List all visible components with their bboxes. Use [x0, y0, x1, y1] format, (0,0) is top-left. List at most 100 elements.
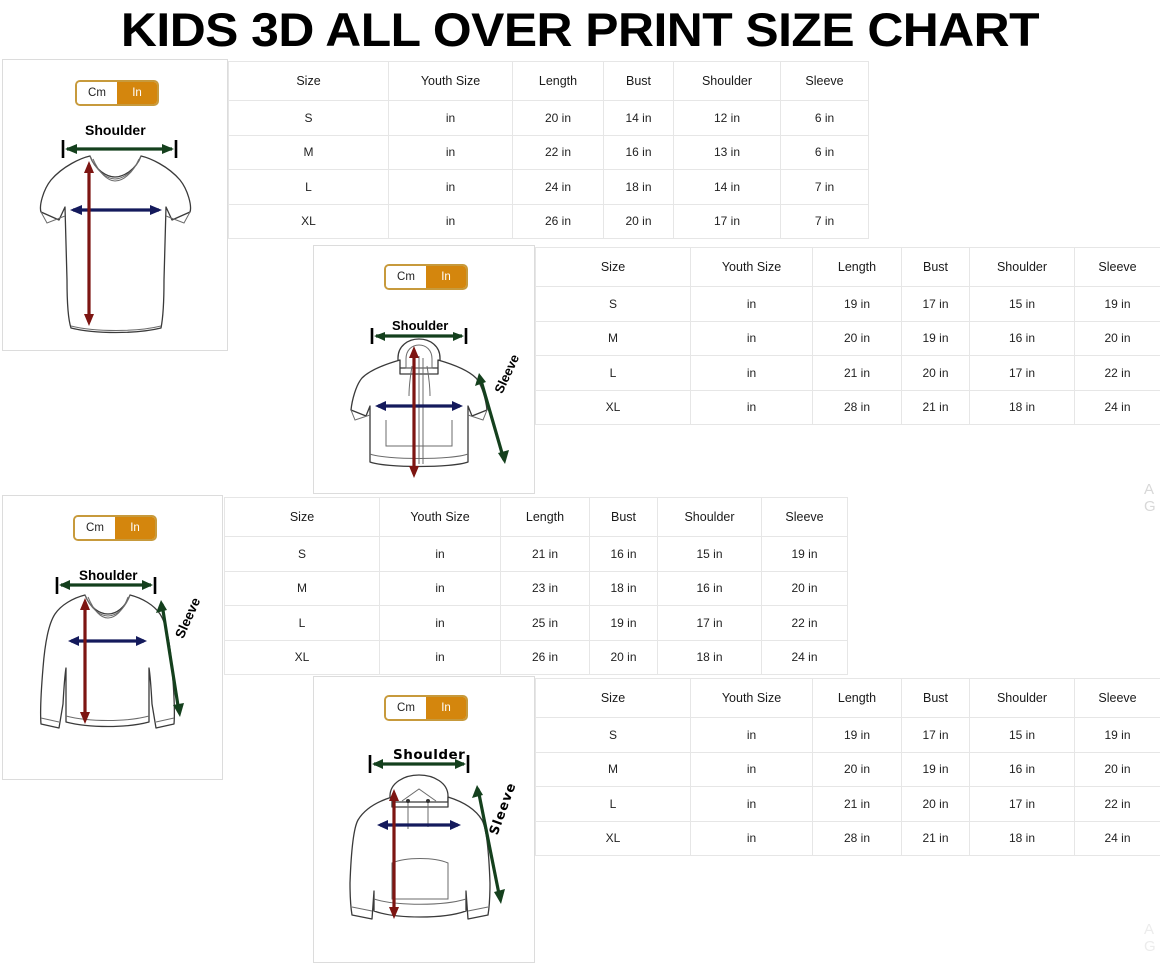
cell-youth-size: in	[379, 639, 501, 675]
column-header-youth-size: Youth Size	[379, 497, 501, 537]
cell-youth-size: in	[388, 100, 513, 136]
cell-bust: 20 in	[589, 639, 658, 675]
cell-shoulder: 16 in	[969, 751, 1075, 787]
cell-length: 22 in	[512, 134, 604, 170]
column-header-youth-size: Youth Size	[388, 61, 513, 101]
cell-sleeve: 22 in	[1074, 355, 1160, 391]
column-header-bust: Bust	[589, 497, 658, 537]
size-table-long-sleeve-shirt: Size Youth Size Length Bust Shoulder Sle…	[224, 497, 848, 675]
unit-toggle-pullover-hoodie[interactable]: Cm In	[384, 695, 468, 721]
shoulder-label: Shoulder	[392, 318, 449, 333]
cell-length: 19 in	[812, 286, 902, 322]
cell-length: 19 in	[812, 717, 902, 753]
cell-shoulder: 17 in	[969, 786, 1075, 822]
table-row: M in 20 in 19 in 16 in 20 in	[535, 751, 1160, 787]
cell-sleeve: 24 in	[1074, 820, 1160, 856]
cell-sleeve: 7 in	[780, 203, 869, 239]
cell-sleeve: 7 in	[780, 169, 869, 205]
t-shirt-illustration	[39, 140, 192, 334]
cell-shoulder: 18 in	[969, 389, 1075, 425]
table-header-row: Size Youth Size Length Bust Shoulder Sle…	[228, 61, 869, 101]
cell-length: 21 in	[812, 355, 902, 391]
cell-bust: 19 in	[589, 605, 658, 641]
cell-bust: 21 in	[901, 820, 970, 856]
column-header-shoulder: Shoulder	[969, 678, 1075, 718]
unit-toggle-cm-option[interactable]: Cm	[386, 266, 426, 288]
shoulder-label: Shoulder	[79, 568, 138, 583]
table-row: S in 20 in 14 in 12 in 6 in	[228, 100, 869, 136]
table-row: M in 20 in 19 in 16 in 20 in	[535, 320, 1160, 356]
column-header-shoulder: Shoulder	[969, 247, 1075, 287]
unit-toggle-in-option[interactable]: In	[426, 266, 466, 288]
column-header-bust: Bust	[901, 247, 970, 287]
cell-sleeve: 24 in	[1074, 389, 1160, 425]
unit-toggle-cm-option[interactable]: Cm	[77, 82, 117, 104]
cell-size: XL	[535, 820, 691, 856]
cell-youth-size: in	[379, 605, 501, 641]
cell-size: XL	[228, 203, 389, 239]
unit-toggle-long-sleeve-shirt[interactable]: Cm In	[73, 515, 157, 541]
cell-sleeve: 19 in	[761, 536, 848, 572]
size-table-t-shirt: Size Youth Size Length Bust Shoulder Sle…	[228, 61, 869, 239]
cell-youth-size: in	[690, 751, 813, 787]
table-row: L in 21 in 20 in 17 in 22 in	[535, 355, 1160, 391]
cell-shoulder: 18 in	[969, 820, 1075, 856]
cell-shoulder: 18 in	[657, 639, 762, 675]
page-title: KIDS 3D ALL OVER PRINT SIZE CHART	[120, 3, 1040, 56]
cell-shoulder: 16 in	[969, 320, 1075, 356]
unit-toggle-in-option[interactable]: In	[115, 517, 155, 539]
cell-sleeve: 20 in	[761, 570, 848, 606]
cell-youth-size: in	[388, 169, 513, 205]
cell-size: M	[228, 134, 389, 170]
cell-sleeve: 20 in	[1074, 320, 1160, 356]
column-header-sleeve: Sleeve	[761, 497, 848, 537]
cell-bust: 20 in	[603, 203, 674, 239]
cell-sleeve: 24 in	[761, 639, 848, 675]
cell-youth-size: in	[379, 570, 501, 606]
unit-toggle-cm-option[interactable]: Cm	[75, 517, 115, 539]
table-row: M in 23 in 18 in 16 in 20 in	[224, 570, 848, 606]
cell-length: 28 in	[812, 820, 902, 856]
cell-youth-size: in	[690, 286, 813, 322]
cell-length: 25 in	[500, 605, 590, 641]
cell-size: XL	[224, 639, 380, 675]
cell-bust: 14 in	[603, 100, 674, 136]
cell-size: S	[224, 536, 380, 572]
column-header-bust: Bust	[603, 61, 674, 101]
unit-toggle-t-shirt[interactable]: Cm In	[75, 80, 159, 106]
cell-bust: 18 in	[589, 570, 658, 606]
shoulder-label: Shoulder	[393, 747, 466, 763]
column-header-shoulder: Shoulder	[657, 497, 762, 537]
column-header-shoulder: Shoulder	[673, 61, 781, 101]
cell-youth-size: in	[690, 786, 813, 822]
diagram-card-t-shirt: Cm In Shoulder Bust Length	[2, 59, 228, 351]
column-header-length: Length	[512, 61, 604, 101]
zip-hoodie-illustration	[350, 328, 509, 478]
table-row: L in 24 in 18 in 14 in 7 in	[228, 169, 869, 205]
column-header-size: Size	[535, 678, 691, 718]
unit-toggle-cm-option[interactable]: Cm	[386, 697, 426, 719]
column-header-sleeve: Sleeve	[1074, 247, 1160, 287]
cell-bust: 19 in	[901, 751, 970, 787]
cell-youth-size: in	[388, 203, 513, 239]
cell-size: L	[224, 605, 380, 641]
cell-shoulder: 15 in	[657, 536, 762, 572]
cell-length: 20 in	[812, 320, 902, 356]
cell-size: S	[535, 717, 691, 753]
cell-shoulder: 15 in	[969, 286, 1075, 322]
cell-size: L	[535, 355, 691, 391]
cell-shoulder: 12 in	[673, 100, 781, 136]
table-row: XL in 26 in 20 in 17 in 7 in	[228, 203, 869, 239]
cell-youth-size: in	[690, 355, 813, 391]
unit-toggle-zip-hoodie[interactable]: Cm In	[384, 264, 468, 290]
shoulder-label: Shoulder	[85, 122, 146, 138]
cell-bust: 20 in	[901, 786, 970, 822]
unit-toggle-in-option[interactable]: In	[426, 697, 466, 719]
pullover-hoodie-illustration	[349, 755, 505, 920]
cell-size: XL	[535, 389, 691, 425]
column-header-sleeve: Sleeve	[780, 61, 869, 101]
unit-toggle-in-option[interactable]: In	[117, 82, 157, 104]
table-row: XL in 28 in 21 in 18 in 24 in	[535, 820, 1160, 856]
column-header-youth-size: Youth Size	[690, 247, 813, 287]
cell-youth-size: in	[690, 717, 813, 753]
